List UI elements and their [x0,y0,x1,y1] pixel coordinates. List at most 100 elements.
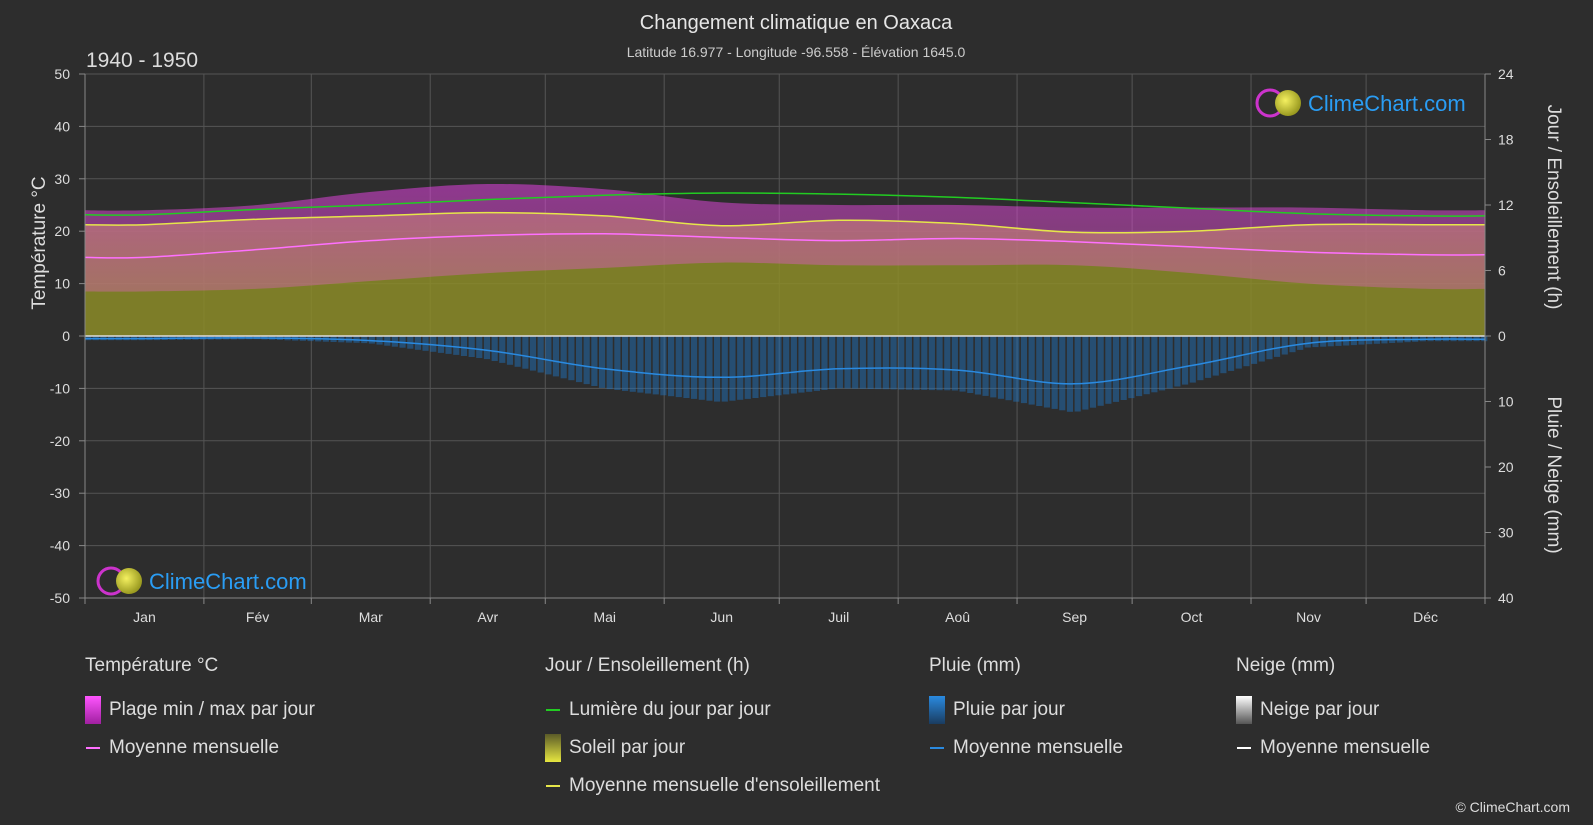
legend-heading: Jour / Ensoleillement (h) [545,655,750,676]
rain-bar [1151,336,1158,393]
legend-item: Neige par jour [1236,691,1430,729]
right-axis-top-label: Jour / Ensoleillement (h) [1543,105,1564,310]
rain-bar [376,336,383,345]
watermark-text: ClimeChart.com [1308,91,1466,116]
rain-bar [583,336,590,385]
rain-bar [1159,336,1166,391]
rain-bar [430,336,437,352]
legend-item: Moyenne mensuelle [1236,729,1430,767]
rain-mean-swatch [930,747,944,749]
rain-bar [1136,336,1143,397]
rain-bar [890,336,897,390]
watermark-bottom: ClimeChart.com [96,566,307,596]
rain-bar [1028,336,1035,405]
rain-bar [721,336,728,402]
legend-sun: Jour / Ensoleillement (h) Lumière du jou… [545,655,880,805]
legend-label: Plage min / max par jour [109,699,315,720]
rain-bar [599,336,606,388]
month-label: Fév [246,609,269,625]
legend-snow: Neige (mm) Neige par jour Moyenne mensue… [1236,655,1430,767]
rain-bar [652,336,659,395]
rain-bar [1059,336,1066,411]
rain-bar [974,336,982,395]
rain-bar [1297,336,1304,350]
rain-bar [921,336,928,390]
period-label: 1940 - 1950 [86,49,198,72]
temp-band-swatch [85,696,101,724]
rain-bar [660,336,667,396]
rain-bar [606,336,613,390]
legend-label: Moyenne mensuelle [109,737,280,758]
rain-bar [798,336,805,393]
rain-bar [614,336,621,390]
rain-bar [591,336,598,386]
rain-bar [1228,336,1235,371]
rain-bar [1005,336,1012,401]
logo-sun-icon [116,568,142,594]
rain-bar [1304,336,1311,348]
right-tick-label: 18 [1498,132,1514,148]
rain-bar [514,336,521,367]
legend-rain: Pluie (mm) Pluie par jour Moyenne mensue… [929,655,1123,767]
rain-bar [1105,336,1112,404]
rain-bar [905,336,912,390]
left-tick-label: 40 [54,118,70,134]
month-label: Nov [1296,609,1321,625]
rain-bar [537,336,544,373]
rain-bar [1074,336,1081,412]
month-label: Avr [477,609,498,625]
rain-bar [445,336,452,354]
month-label: Mar [359,609,383,625]
right-tick-label: 0 [1498,328,1506,344]
rain-bar [875,336,882,390]
rain-bar [422,336,429,351]
data-layer [84,183,1488,412]
rain-bar [752,336,759,398]
rain-bar [859,336,866,389]
left-tick-label: 50 [54,66,70,82]
legend-label: Pluie par jour [953,699,1065,720]
legend-label: Lumière du jour par jour [569,699,771,720]
temperature-mean-line [84,232,1486,259]
rain-bar [836,336,843,389]
rain-bar [637,336,644,393]
month-label: Mai [593,609,616,625]
rain-bar [767,336,774,397]
climate-chart: Changement climatique en Oaxaca Latitude… [29,12,1564,625]
rain-bar [898,336,905,390]
rain-bar [1235,336,1242,369]
rain-bar [522,336,529,369]
copyright: © ClimeChart.com [1455,799,1570,815]
legend-label: Moyenne mensuelle d'ensoleillement [569,775,880,796]
rain-bar [1143,336,1150,395]
right-tick-label: 12 [1498,197,1514,213]
rain-bar [829,336,836,390]
rain-bar [1289,336,1296,353]
month-label: Aoû [945,609,970,625]
rain-bar [944,336,951,391]
month-label: Juil [828,609,849,625]
rain-bar [645,336,652,394]
rain-bar [476,336,483,358]
sunshine-swatch [545,734,561,762]
legend-temperature: Température °C Plage min / max par jour … [85,655,315,767]
rain-swatch [929,696,945,724]
month-label: Sep [1062,609,1087,625]
rain-bar [368,336,375,344]
legend-heading: Pluie (mm) [929,655,1021,676]
rain-mean-line [84,337,1486,385]
rain-bar [714,336,721,402]
right-tick-label: 20 [1498,459,1514,475]
legend-item: Moyenne mensuelle [85,729,315,767]
rain-bar [882,336,889,390]
month-label: Déc [1413,609,1438,625]
rain-bar [706,336,713,401]
month-label: Jun [710,609,733,625]
axes: 50 40 30 20 10 0 -10 -20 -30 -40 -50 24 18 12 6 0 10 20 30… [50,66,1514,625]
temperature-band [85,183,1485,292]
sunshine-mean-swatch [546,785,560,787]
rain-bar [491,336,498,361]
legend-label: Neige par jour [1260,699,1380,720]
legend-item: Pluie par jour [929,691,1123,729]
rain-bar [1251,336,1258,364]
